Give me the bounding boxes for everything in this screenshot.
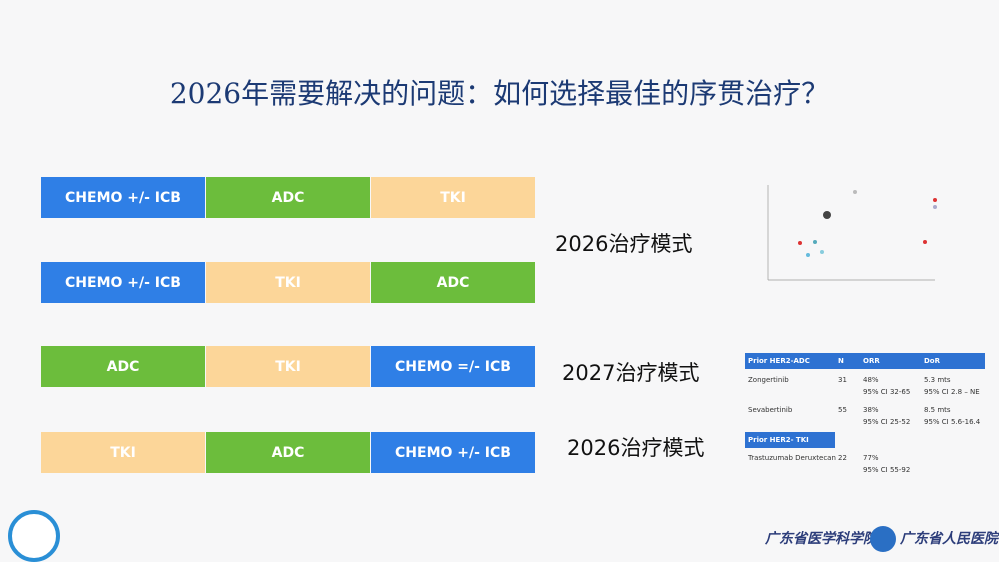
- logo: [870, 526, 896, 552]
- sequence-step: TKI: [41, 432, 205, 473]
- mode-label: 2026治疗模式: [567, 436, 705, 460]
- logo: [8, 510, 60, 562]
- table-cell: 55: [838, 406, 847, 414]
- table-cell: 8.5 mts 95% CI 5.6-16.4: [924, 406, 981, 426]
- table-cell: 22: [838, 454, 847, 462]
- table-header: Prior HER2-ADC: [745, 353, 835, 369]
- table-cell: 77% 95% CI 55-92: [863, 454, 911, 474]
- sequence-step: CHEMO +/- ICB: [371, 432, 535, 473]
- table-cell: 38% 95% CI 25-52: [863, 406, 911, 426]
- table-cell: 5.3 mts 95% CI 2.8 – NE: [924, 376, 980, 396]
- sequence-step: ADC: [206, 177, 370, 218]
- sequence-step: ADC: [41, 346, 205, 387]
- org-name: 广东省医学科学院: [765, 531, 877, 547]
- sequence-step: TKI: [206, 262, 370, 303]
- table-cell: Zongertinib: [748, 376, 789, 384]
- table-header: DoR: [921, 353, 985, 369]
- sequence-step: CHEMO =/- ICB: [371, 346, 535, 387]
- sequence-step: CHEMO +/- ICB: [41, 262, 205, 303]
- sequence-step: CHEMO +/- ICB: [41, 177, 205, 218]
- sequence-step: TKI: [371, 177, 535, 218]
- sequence-step: TKI: [206, 346, 370, 387]
- table-header: N: [835, 353, 860, 369]
- table-header: ORR: [860, 353, 921, 369]
- slide-title: 2026年需要解决的问题：如何选择最佳的序贯治疗？: [169, 77, 830, 110]
- org-name: 广东省人民医院: [900, 531, 998, 547]
- table-section: Prior HER2- TKI: [745, 432, 835, 448]
- sequence-step: ADC: [206, 432, 370, 473]
- scatter-figure: [767, 185, 937, 281]
- table-cell: Trastuzumab Deruxtecan: [748, 454, 836, 462]
- table-cell: Sevabertinib: [748, 406, 793, 414]
- table-cell: 31: [838, 376, 847, 384]
- table-cell: 48% 95% CI 32-65: [863, 376, 911, 396]
- sequence-step: ADC: [371, 262, 535, 303]
- mode-label: 2027治疗模式: [562, 361, 700, 385]
- mode-label: 2026治疗模式: [555, 232, 693, 256]
